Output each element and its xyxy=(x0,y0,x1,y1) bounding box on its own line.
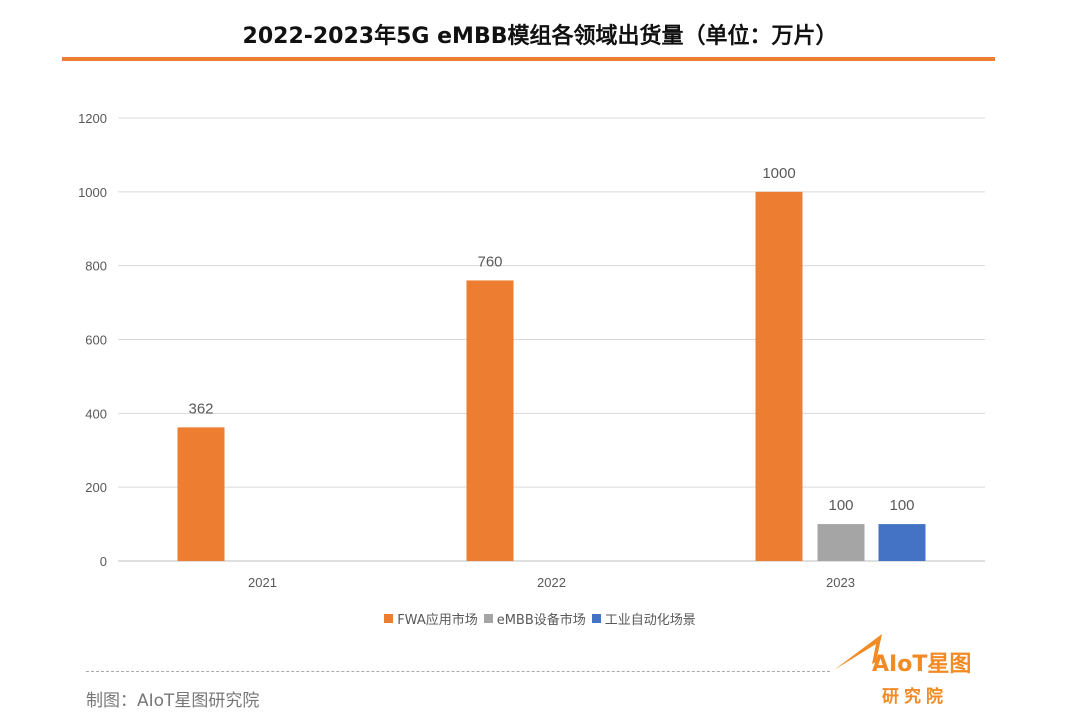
y-tick-label: 200 xyxy=(85,480,107,495)
logo-arrow-icon xyxy=(834,634,882,670)
legend-swatch xyxy=(591,614,601,623)
bar xyxy=(878,524,926,561)
legend-swatch xyxy=(483,614,493,623)
x-tick-label: 2023 xyxy=(826,575,855,590)
x-tick-label: 2022 xyxy=(537,575,566,590)
legend-label: FWA应用市场 xyxy=(397,613,478,628)
bar xyxy=(817,524,865,561)
bar xyxy=(466,280,514,561)
y-tick-label: 1000 xyxy=(78,185,107,200)
data-label: 760 xyxy=(477,253,502,270)
y-tick-label: 0 xyxy=(100,554,107,569)
bar xyxy=(755,191,803,562)
legend-item: eMBB设备市场 xyxy=(483,609,586,628)
y-tick-label: 600 xyxy=(85,333,107,348)
bar xyxy=(177,427,225,561)
x-tick-label: 2021 xyxy=(248,575,277,590)
y-tick-label: 1200 xyxy=(78,111,107,126)
y-tick-label: 400 xyxy=(85,406,107,421)
legend-item: FWA应用市场 xyxy=(384,609,478,628)
data-label: 100 xyxy=(889,497,914,514)
data-label: 362 xyxy=(188,400,213,417)
legend: FWA应用市场 eMBB设备市场 工业自动化场景 xyxy=(0,609,1080,628)
credit-text: 制图：AIoT星图研究院 xyxy=(86,691,260,711)
legend-label: eMBB设备市场 xyxy=(496,613,586,628)
footer-divider xyxy=(86,671,830,672)
legend-item: 工业自动化场景 xyxy=(591,609,696,628)
legend-label: 工业自动化场景 xyxy=(604,613,696,628)
chart-title: 2022-2023年5G eMBB模组各领域出货量（单位：万片） xyxy=(242,24,838,49)
data-label: 100 xyxy=(828,497,853,514)
legend-swatch xyxy=(384,614,394,623)
title-underline xyxy=(62,57,995,61)
y-tick-label: 800 xyxy=(85,259,107,274)
logo-subtext: 研究院 xyxy=(882,687,948,707)
logo-text: AIoT星图 xyxy=(872,652,972,677)
data-label: 1000 xyxy=(762,165,795,182)
bar-chart: 0 200 400 600 800 1000 1200 2021 362 2022 760 2023 1… xyxy=(78,111,985,590)
